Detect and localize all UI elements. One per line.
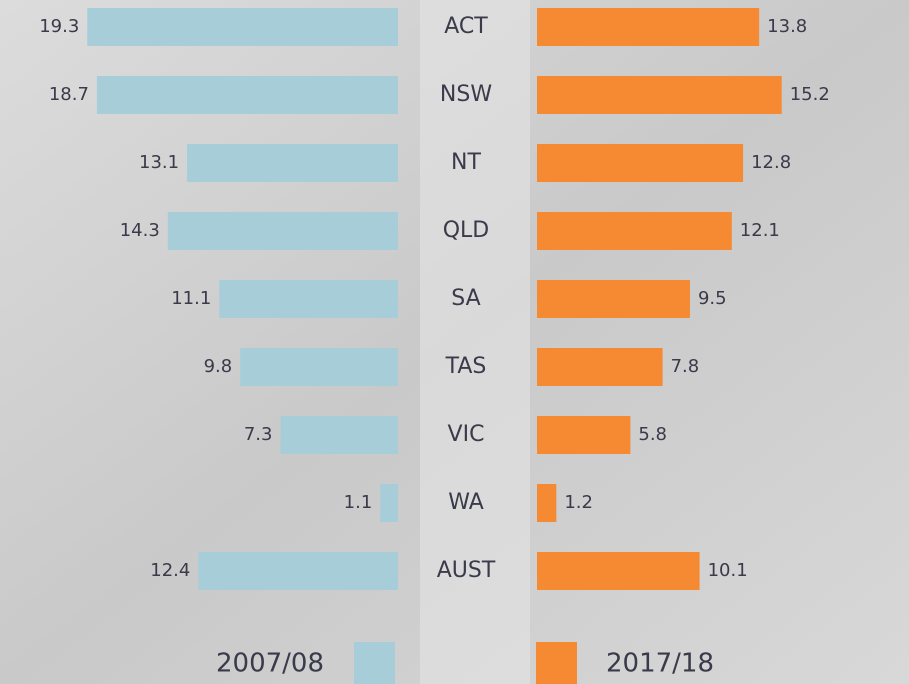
bar <box>167 212 398 250</box>
bar <box>537 144 744 182</box>
value-label: 13.8 <box>767 16 807 37</box>
legend-swatch <box>354 642 395 684</box>
bar <box>537 76 782 114</box>
value-label: 15.2 <box>790 84 830 105</box>
bar <box>537 280 690 318</box>
category-label: AUST <box>437 558 496 583</box>
category-label: TAS <box>445 354 487 379</box>
value-label: 7.3 <box>244 424 273 445</box>
bar <box>537 552 700 590</box>
value-label: 12.1 <box>740 220 780 241</box>
value-label: 19.3 <box>39 16 79 37</box>
value-label: 11.1 <box>171 288 211 309</box>
category-label: SA <box>451 286 480 311</box>
category-label: VIC <box>448 422 485 447</box>
value-label: 14.3 <box>120 220 160 241</box>
value-label: 10.1 <box>708 560 748 581</box>
value-label: 1.1 <box>344 492 373 513</box>
bar <box>240 348 398 386</box>
value-label: 9.8 <box>204 356 233 377</box>
bar <box>198 552 398 590</box>
bar <box>187 144 398 182</box>
bar <box>87 8 399 46</box>
category-label: NSW <box>440 82 492 107</box>
bar <box>537 348 663 386</box>
value-label: 9.5 <box>698 288 727 309</box>
bar <box>537 416 631 454</box>
value-label: 12.4 <box>150 560 190 581</box>
bar <box>219 280 398 318</box>
legend-swatch <box>536 642 577 684</box>
category-label: ACT <box>444 14 488 39</box>
value-label: 12.8 <box>751 152 791 173</box>
bar <box>537 212 732 250</box>
legend-label: 2017/18 <box>606 649 714 679</box>
bar <box>537 484 557 522</box>
background-panel <box>420 0 530 684</box>
value-label: 13.1 <box>139 152 179 173</box>
value-label: 5.8 <box>638 424 667 445</box>
legend-label: 2007/08 <box>216 649 324 679</box>
bar <box>96 76 399 114</box>
value-label: 1.2 <box>564 492 593 513</box>
value-label: 18.7 <box>49 84 89 105</box>
value-label: 7.8 <box>671 356 700 377</box>
bar <box>380 484 398 522</box>
category-label: WA <box>448 490 484 515</box>
category-label: NT <box>451 150 481 175</box>
category-label: QLD <box>443 218 490 243</box>
bar <box>537 8 760 46</box>
bar <box>280 416 398 454</box>
